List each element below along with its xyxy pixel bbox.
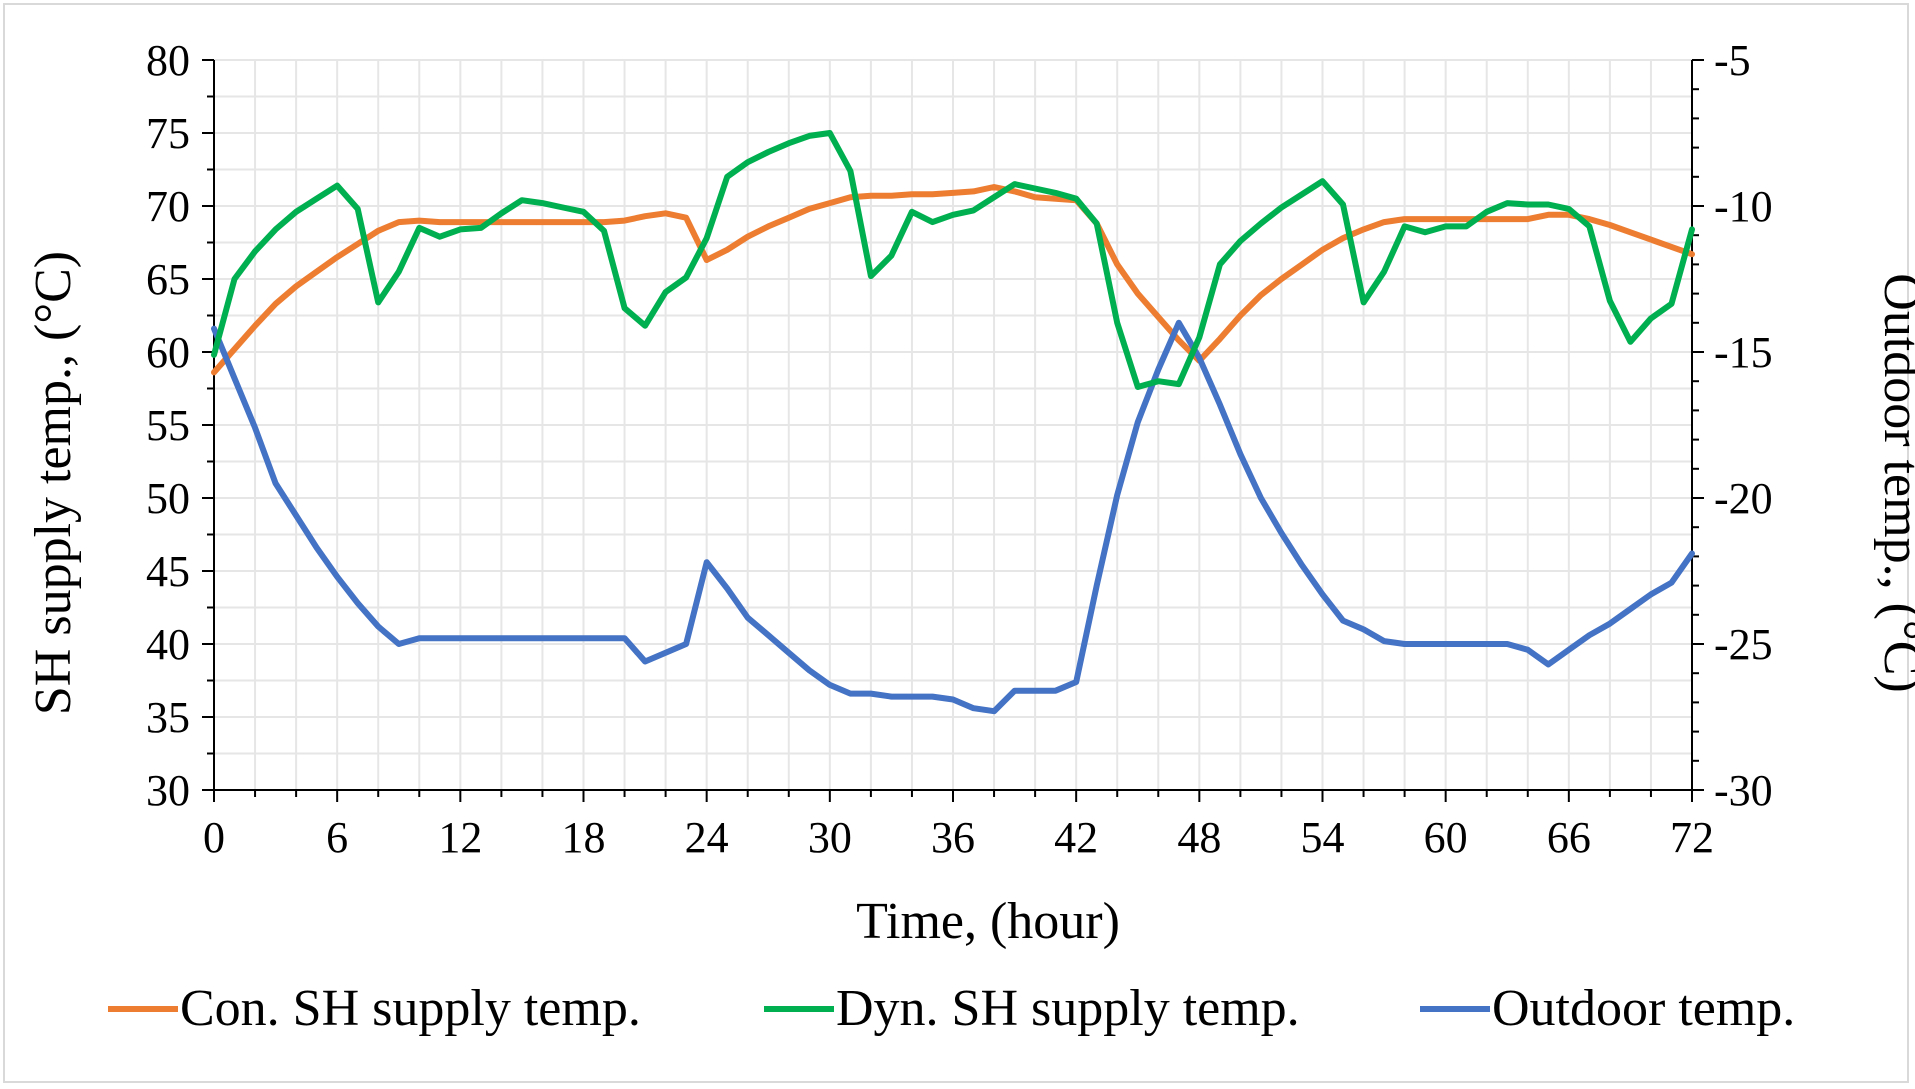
chart-frame	[3, 3, 1909, 1083]
left-y-axis-title: SH supply temp., (°C)	[25, 251, 82, 715]
right-tick-label: -15	[1714, 328, 1773, 377]
gridlines	[214, 59, 1692, 790]
x-tick-label: 54	[1301, 813, 1345, 862]
series-line-outdoor-temp	[211, 319, 1695, 715]
x-tick-label: 66	[1547, 813, 1591, 862]
x-tick-label: 0	[203, 813, 225, 862]
x-tick-label: 6	[326, 813, 348, 862]
x-tick-label: 36	[931, 813, 975, 862]
legend-item-con-sh-supply: Con. SH supply temp.	[108, 980, 641, 1037]
left-tick-label: 40	[146, 620, 190, 669]
left-tick-label: 60	[146, 328, 190, 377]
left-tick-label: 65	[146, 255, 190, 304]
left-tick-label: 30	[146, 766, 190, 815]
left-tick-label: 35	[146, 693, 190, 742]
right-tick-label: -20	[1714, 474, 1773, 523]
x-tick-label: 48	[1177, 813, 1221, 862]
legend-item-outdoor-temp: Outdoor temp.	[1420, 980, 1795, 1037]
axes	[202, 59, 1704, 802]
legend-label-outdoor-temp: Outdoor temp.	[1492, 980, 1795, 1037]
series-line-dyn-sh-supply-temp	[211, 130, 1695, 390]
left-tick-label: 70	[146, 182, 190, 231]
left-tick-label: 50	[146, 474, 190, 523]
left-tick-label: 80	[146, 36, 190, 85]
tick-labels: 30 35 40 45 50 55 60 65 70 75 80 -30 -25 -20 -15 -10 -5 0…	[146, 36, 1773, 862]
x-tick-label: 30	[808, 813, 852, 862]
right-tick-label: -10	[1714, 182, 1773, 231]
series-lines	[211, 130, 1695, 715]
left-tick-label: 55	[146, 401, 190, 450]
legend-label-dyn-sh-supply: Dyn. SH supply temp.	[836, 980, 1300, 1037]
right-tick-label: -5	[1714, 36, 1751, 85]
legend: Con. SH supply temp. Dyn. SH supply temp…	[108, 980, 1795, 1037]
legend-item-dyn-sh-supply: Dyn. SH supply temp.	[764, 980, 1300, 1037]
right-tick-label: -25	[1714, 620, 1773, 669]
legend-label-con-sh-supply: Con. SH supply temp.	[180, 980, 641, 1037]
left-tick-label: 45	[146, 547, 190, 596]
right-tick-label: -30	[1714, 766, 1773, 815]
x-tick-label: 42	[1054, 813, 1098, 862]
right-y-axis-title: Outdoor temp., (°C)	[1873, 273, 1915, 692]
x-tick-label: 72	[1670, 813, 1714, 862]
x-tick-label: 60	[1424, 813, 1468, 862]
x-tick-label: 18	[562, 813, 606, 862]
x-axis-title: Time, (hour)	[856, 893, 1120, 950]
series-line-con-sh-supply-temp	[211, 184, 1695, 376]
x-tick-label: 24	[685, 813, 729, 862]
left-tick-label: 75	[146, 109, 190, 158]
x-tick-label: 12	[438, 813, 482, 862]
